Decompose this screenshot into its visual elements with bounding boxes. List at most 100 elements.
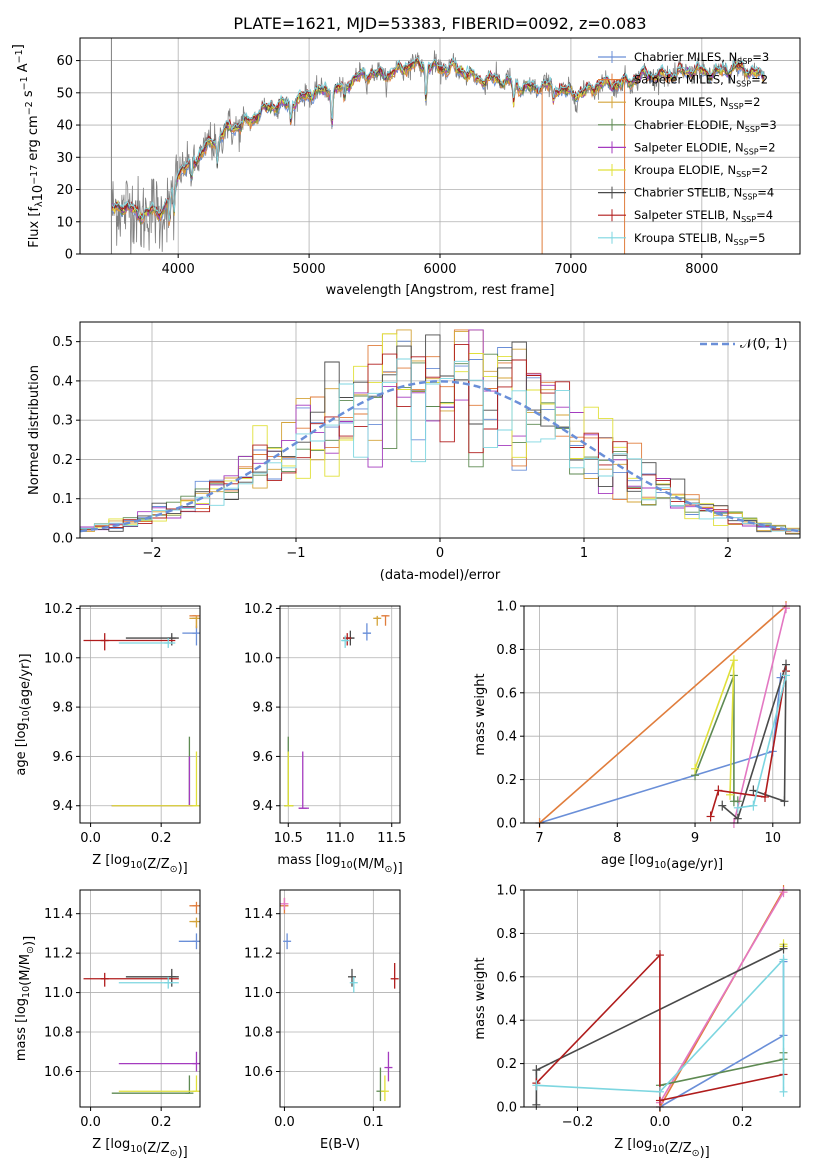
panel-mass-vs-EBV: 0.0 0.1 10.6 10.8 11.0 11.2 11.4 E(B-V) (244, 889, 401, 1152)
y-tick-label: 11.0 (244, 986, 273, 1001)
legend-entry: 𝒩(0, 1) (740, 337, 787, 352)
x-tick-label: 10.5 (274, 831, 303, 846)
panel-mass-vs-Z: 0.0 0.2 10.6 10.8 11.0 11.2 11.4 Z [log10(Z/Z⊙)… (14, 889, 201, 1160)
legend-entry: Kroupa ELODIE, NSSP=2 (634, 163, 768, 179)
x-tick-label: 0.0 (650, 1115, 671, 1130)
y-tick-label: 11.2 (244, 947, 273, 962)
x-tick-label: 0.0 (80, 831, 101, 846)
y-tick-label: 0.5 (52, 335, 73, 350)
x-tick-label: 7000 (554, 262, 587, 277)
spectrum-model-line (111, 56, 765, 222)
panel-residuals: −2 −1 0 1 2 0.0 0.1 0.2 0.3 0.4 0.5 (data-model)/er… (27, 321, 801, 583)
y-tick-label: 11.2 (44, 947, 73, 962)
x-tick-label: 0.2 (151, 1115, 172, 1130)
x-tick-label: −2 (142, 546, 161, 561)
x-axis-label: Z [log10(Z/Z⊙)] (92, 853, 187, 876)
x-tick-label: 0.2 (732, 1115, 753, 1130)
y-tick-label: 0.2 (496, 1057, 517, 1072)
y-tick-label: 1.0 (496, 884, 517, 899)
y-tick-label: 11.4 (244, 907, 273, 922)
x-tick-label: 0.2 (151, 831, 172, 846)
weight-series-line (659, 1052, 785, 1087)
axes-frame (523, 889, 801, 1108)
legend-entry: Salpeter STELIB, NSSP=4 (634, 208, 773, 224)
y-axis-label: Flux [fλ10−17 erg cm−2 s−1 A−1] (11, 44, 46, 248)
y-axis-label: mass weight (473, 957, 488, 1039)
y-axis-label: mass weight (473, 673, 488, 755)
y-tick-label: 0.4 (52, 374, 73, 389)
y-tick-label: 40 (56, 119, 73, 134)
y-tick-label: 60 (56, 54, 73, 69)
weight-series-line (535, 953, 784, 1102)
y-tick-label: 10.8 (44, 1026, 73, 1041)
x-axis-label: Z [log10(Z/Z⊙)] (614, 1137, 709, 1160)
y-tick-label: 0.2 (52, 453, 73, 468)
x-axis-label: age [log10(age/yr)] (601, 853, 723, 872)
y-tick-label: 10.6 (44, 1065, 73, 1080)
x-tick-label: 5000 (293, 262, 326, 277)
x-tick-label: −1 (286, 546, 305, 561)
y-tick-label: 9.4 (252, 799, 273, 814)
y-tick-label: 30 (56, 151, 73, 166)
x-tick-label: 11.0 (326, 831, 355, 846)
x-tick-label: 0.1 (363, 1115, 384, 1130)
legend-entry: Chabrier STELIB, NSSP=4 (634, 186, 774, 202)
y-tick-label: 50 (56, 86, 73, 101)
y-tick-label: 0.6 (496, 686, 517, 701)
x-tick-label: 0.0 (274, 1115, 295, 1130)
x-axis-label: wavelength [Angstrom, rest frame] (326, 283, 555, 298)
y-tick-label: 9.8 (52, 701, 73, 716)
x-axis-label: mass [log10(M/M⊙)] (277, 853, 402, 876)
y-tick-label: 10.0 (244, 651, 273, 666)
legend-entry: Salpeter MILES, NSSP=2 (634, 73, 768, 89)
legend-entry: Kroupa STELIB, NSSP=5 (634, 231, 765, 247)
y-axis-label: age [log10(age/yr)] (14, 653, 33, 775)
weight-series-line (659, 961, 785, 1108)
x-tick-label: 9 (691, 831, 699, 846)
legend: Chabrier MILES, NSSP=3 Salpeter MILES, NS… (598, 50, 777, 247)
x-tick-label: 8 (613, 831, 621, 846)
y-tick-label: 0.0 (52, 532, 73, 547)
legend-entry: Salpeter ELODIE, NSSP=2 (634, 140, 776, 156)
y-tick-label: 9.4 (52, 799, 73, 814)
weight-series-line (538, 605, 787, 824)
y-tick-label: 0.6 (496, 970, 517, 985)
weight-series-line (539, 677, 782, 824)
y-tick-label: 11.0 (44, 986, 73, 1001)
x-tick-label: −0.2 (562, 1115, 594, 1130)
x-tick-label: 2 (724, 546, 732, 561)
y-tick-label: 9.8 (252, 701, 273, 716)
normal-curve (79, 380, 801, 533)
y-tick-label: 10.0 (44, 651, 73, 666)
legend-entry: Chabrier MILES, NSSP=3 (634, 50, 769, 66)
y-tick-label: 0.8 (496, 643, 517, 658)
x-tick-label: 0.0 (80, 1115, 101, 1130)
x-axis-label: E(B-V) (320, 1137, 360, 1152)
axes-frame (79, 889, 201, 1108)
panel-weight-vs-age: 7 8 9 10 0.0 0.2 0.4 0.6 0.8 1.0 age [log10(age/yr… (473, 600, 801, 872)
weight-series-line (536, 957, 785, 1093)
weight-series-line (709, 670, 787, 817)
weight-series-line (659, 891, 785, 1104)
y-tick-label: 10.8 (244, 1026, 273, 1041)
y-tick-label: 0.4 (496, 1014, 517, 1029)
y-tick-label: 0.0 (496, 817, 517, 832)
x-tick-label: 11.5 (377, 831, 406, 846)
x-tick-label: 7 (535, 831, 543, 846)
y-tick-label: 0.0 (496, 1101, 517, 1116)
y-tick-label: 0.8 (496, 927, 517, 942)
y-tick-label: 10.2 (244, 602, 273, 617)
y-tick-label: 9.6 (52, 750, 73, 765)
x-axis-label: (data-model)/error (380, 568, 501, 583)
x-axis-label: Z [log10(Z/Z⊙)] (92, 1137, 187, 1160)
legend-entry: Kroupa MILES, NSSP=2 (634, 95, 760, 111)
y-tick-label: 9.6 (252, 750, 273, 765)
axes-frame (79, 605, 201, 824)
y-tick-label: 0.1 (52, 492, 73, 507)
legend-entry: Chabrier ELODIE, NSSP=3 (634, 118, 777, 134)
x-tick-label: 8000 (685, 262, 718, 277)
y-tick-label: 10.2 (44, 602, 73, 617)
x-tick-label: 6000 (423, 262, 456, 277)
y-tick-label: 0.4 (496, 730, 517, 745)
